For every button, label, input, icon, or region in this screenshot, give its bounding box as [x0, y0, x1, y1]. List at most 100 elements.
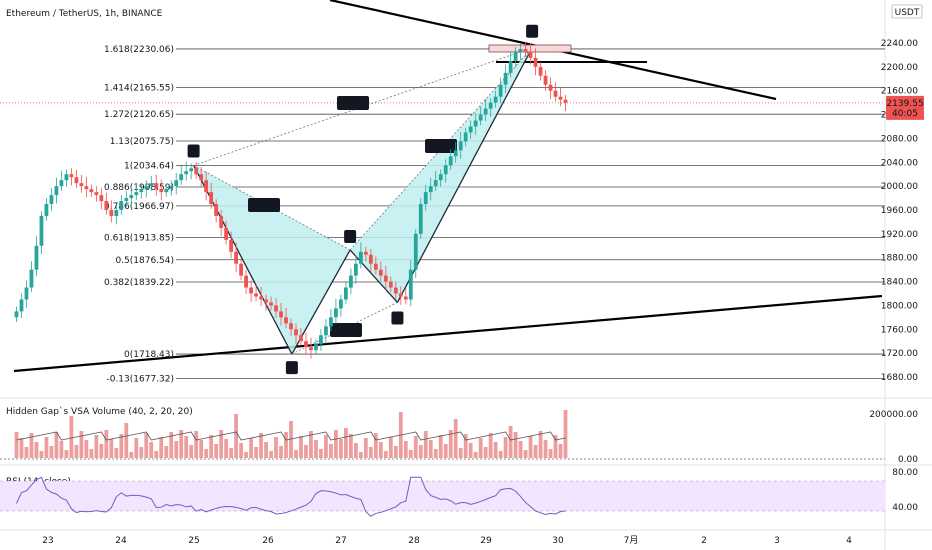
time-axis-label: 29 — [480, 536, 492, 546]
candle-body — [548, 84, 553, 91]
candle-body — [239, 263, 243, 276]
volume-bar — [14, 432, 19, 458]
volume-bar — [144, 433, 149, 458]
volume-bar — [229, 448, 234, 458]
candle-body — [334, 308, 338, 318]
time-axis-label: 28 — [408, 536, 420, 546]
candle-body — [418, 204, 423, 234]
candle-body — [453, 150, 458, 157]
volume-bar — [378, 442, 383, 458]
candle-body — [289, 323, 293, 330]
volume-bar — [244, 452, 248, 458]
price-tick-label: 1840.00 — [881, 278, 918, 288]
candle-body — [513, 51, 518, 61]
volume-bar — [353, 443, 358, 458]
volume-bar — [294, 450, 298, 458]
candle-body — [159, 189, 164, 193]
candle-body — [294, 329, 298, 336]
volume-bar — [548, 449, 553, 458]
fib-level-label: -0.13(1677.32) — [106, 375, 174, 385]
time-axis-label: 24 — [115, 536, 127, 546]
time-axis-label: 30 — [552, 536, 564, 546]
ratio-label: 0.569 — [251, 201, 277, 211]
candle-body — [69, 174, 74, 178]
volume-bar — [448, 430, 453, 458]
candle-body — [353, 263, 358, 276]
candle-body — [94, 192, 99, 196]
candle-body — [498, 84, 503, 97]
volume-bar — [209, 435, 214, 458]
candle-body — [169, 186, 174, 190]
price-tick-label: 1960.00 — [881, 206, 918, 216]
fib-level-label: 0.5(1876.54) — [115, 256, 174, 266]
volume-bar — [393, 446, 398, 458]
candle-body — [538, 66, 543, 76]
volume-bar — [184, 436, 189, 458]
price-tick-label: 2160.00 — [881, 87, 918, 97]
volume-bar — [149, 442, 154, 458]
candle-body — [209, 192, 214, 205]
candle-body — [249, 287, 253, 294]
candle-body — [164, 189, 169, 193]
volume-bar — [299, 436, 303, 458]
volume-bar — [34, 442, 39, 458]
pattern-point-badge — [344, 229, 357, 243]
candle-body — [403, 296, 408, 300]
fib-level-label: 0.618(1913.85) — [104, 234, 174, 244]
volume-bar — [134, 438, 139, 458]
time-axis-label: 25 — [188, 536, 199, 546]
currency-label: USDT — [895, 8, 920, 18]
pattern-point-badge — [391, 311, 404, 325]
chart-title: Ethereum / TetherUS, 1h, BINANCE — [6, 9, 163, 19]
candle-body — [44, 204, 49, 216]
volume-bar — [418, 445, 423, 458]
volume-bar — [523, 450, 528, 458]
candle-body — [129, 195, 134, 199]
candle-body — [199, 174, 204, 181]
prz-box — [488, 44, 572, 53]
candle-body — [174, 180, 179, 187]
volume-bar — [423, 431, 428, 458]
volume-bar — [199, 440, 204, 458]
volume-bar — [99, 444, 104, 458]
price-tick-label: 2240.00 — [881, 39, 918, 49]
candle-body — [279, 311, 283, 318]
volume-bar — [403, 441, 408, 458]
ratio-badge — [425, 139, 457, 153]
candle-body — [114, 210, 119, 216]
candle-body — [64, 174, 69, 181]
volume-bar — [528, 436, 533, 458]
candle-body — [269, 302, 273, 306]
candle-body — [393, 287, 398, 294]
volume-bar — [44, 437, 49, 458]
time-axis-label: 26 — [262, 536, 274, 546]
candle-body — [264, 299, 268, 303]
pattern-point-badge — [187, 144, 200, 158]
volume-bar — [329, 444, 333, 458]
candle-body — [254, 293, 258, 297]
candle-body — [79, 183, 84, 187]
fib-level-label: 1.13(2075.75) — [110, 137, 174, 147]
candle-body — [224, 227, 229, 240]
volume-bar — [249, 438, 253, 458]
time-axis-label: 23 — [42, 536, 53, 546]
candle-body — [339, 299, 343, 309]
ratio-label: 1.611 — [340, 99, 366, 109]
candle-body — [329, 317, 333, 327]
volume-average-line — [16, 431, 566, 441]
candle-body — [59, 180, 64, 187]
candle-body — [473, 120, 478, 127]
candle-body — [413, 233, 418, 270]
candle-body — [558, 96, 563, 100]
last-price-value: 2139.55 — [886, 99, 923, 109]
price-tick-label: 1680.00 — [881, 373, 918, 383]
candle-body — [14, 311, 19, 318]
pattern-leg — [396, 47, 533, 303]
candle-body — [508, 60, 513, 73]
volume-bar — [538, 431, 543, 458]
time-axis-label: 27 — [335, 536, 346, 546]
pattern-point-label: C — [394, 314, 400, 324]
candle-body — [299, 335, 303, 342]
candle-body — [234, 251, 238, 264]
